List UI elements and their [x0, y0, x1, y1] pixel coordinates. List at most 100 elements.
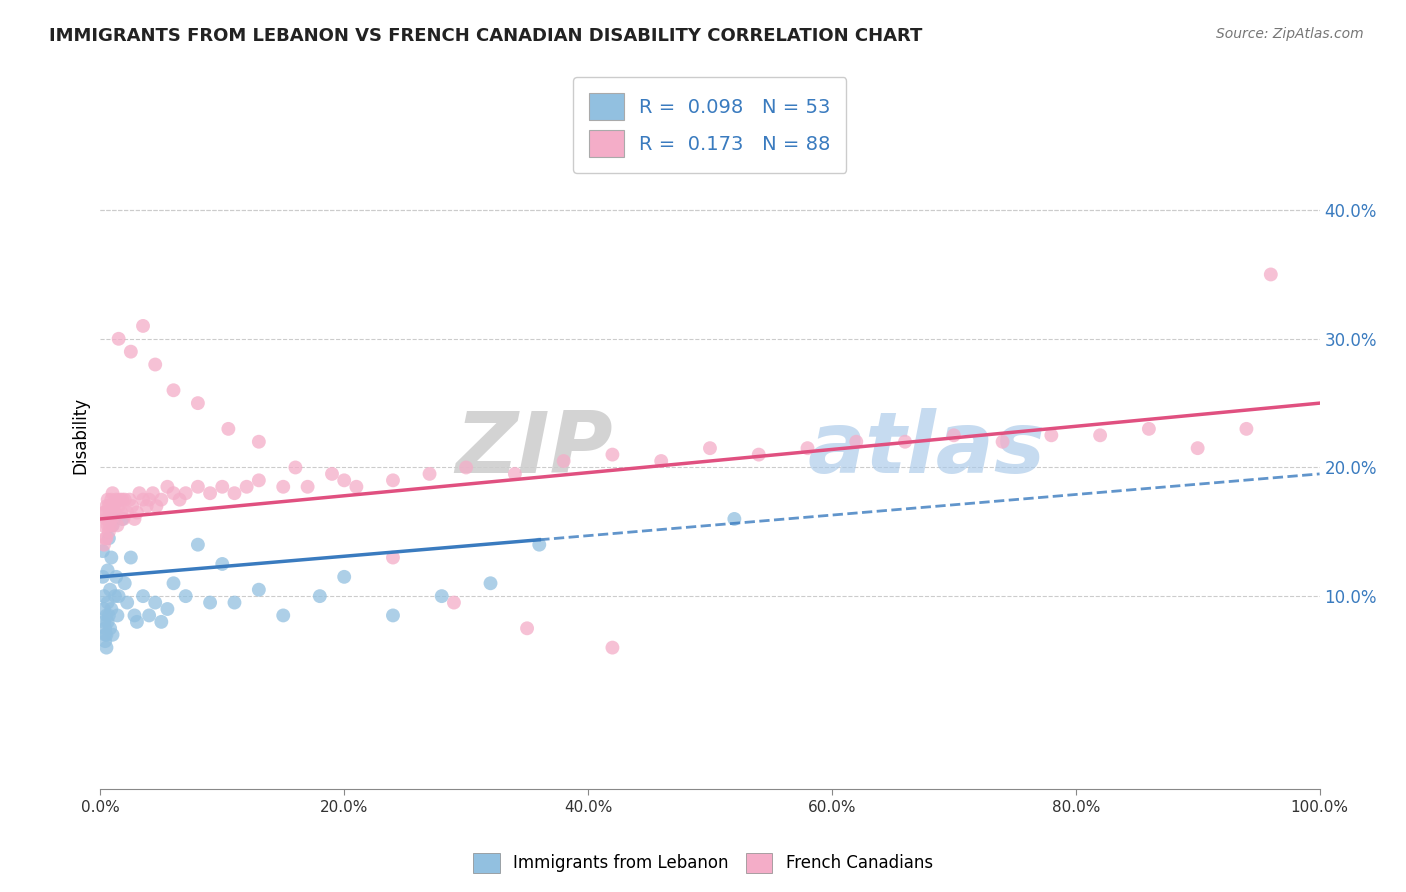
Point [97, 563, 120, 577]
Point [150, 615, 173, 629]
Point [235, 480, 257, 494]
Point [187, 538, 209, 552]
Point [224, 596, 246, 610]
Point [247, 582, 270, 597]
Point [94, 634, 117, 648]
Point [107, 332, 129, 346]
Point [101, 518, 124, 533]
Point [98, 518, 121, 533]
Point [101, 628, 124, 642]
Point [271, 480, 294, 494]
Point [297, 480, 319, 494]
Point [150, 492, 173, 507]
Point [1137, 422, 1160, 436]
Point [217, 422, 239, 436]
Point [96, 531, 118, 545]
Point [115, 506, 138, 520]
Point [103, 512, 125, 526]
Point [91, 518, 114, 533]
Point [138, 608, 160, 623]
Point [381, 550, 404, 565]
Point [107, 518, 129, 533]
Point [97, 608, 120, 623]
Text: Source: ZipAtlas.com: Source: ZipAtlas.com [1216, 27, 1364, 41]
Point [114, 576, 136, 591]
Point [845, 434, 868, 449]
Point [333, 473, 356, 487]
Point [132, 492, 155, 507]
Point [1260, 268, 1282, 282]
Point [93, 615, 115, 629]
Point [344, 480, 367, 494]
Point [100, 512, 122, 526]
Point [93, 506, 115, 520]
Point [333, 570, 356, 584]
Point [96, 512, 118, 526]
Point [107, 499, 129, 513]
Point [108, 492, 131, 507]
Point [97, 518, 120, 533]
Point [111, 512, 134, 526]
Point [91, 544, 114, 558]
Point [125, 615, 148, 629]
Point [101, 486, 124, 500]
Point [381, 608, 404, 623]
Point [93, 538, 115, 552]
Point [1187, 441, 1209, 455]
Point [124, 512, 146, 526]
Point [187, 480, 209, 494]
Point [100, 550, 122, 565]
Point [97, 531, 120, 545]
Point [107, 589, 129, 603]
Point [162, 486, 184, 500]
Point [174, 486, 197, 500]
Text: IMMIGRANTS FROM LEBANON VS FRENCH CANADIAN DISABILITY CORRELATION CHART: IMMIGRANTS FROM LEBANON VS FRENCH CANADI… [49, 27, 922, 45]
Point [650, 454, 672, 468]
Point [97, 492, 120, 507]
Point [381, 473, 404, 487]
Point [162, 576, 184, 591]
Point [284, 460, 307, 475]
Point [96, 499, 118, 513]
Point [96, 628, 118, 642]
Legend: R =  0.098   N = 53, R =  0.173   N = 88: R = 0.098 N = 53, R = 0.173 N = 88 [574, 77, 846, 173]
Point [516, 621, 538, 635]
Point [271, 608, 294, 623]
Point [142, 486, 165, 500]
Point [942, 428, 965, 442]
Point [174, 589, 197, 603]
Point [1040, 428, 1063, 442]
Text: atlas: atlas [807, 408, 1046, 491]
Point [894, 434, 917, 449]
Point [94, 506, 117, 520]
Point [247, 473, 270, 487]
Point [120, 550, 142, 565]
Point [103, 499, 125, 513]
Point [98, 506, 121, 520]
Point [94, 621, 117, 635]
Point [98, 621, 121, 635]
Point [699, 441, 721, 455]
Point [602, 448, 624, 462]
Point [132, 318, 155, 333]
Point [97, 596, 120, 610]
Point [456, 460, 478, 475]
Point [124, 608, 146, 623]
Point [156, 480, 179, 494]
Point [105, 570, 128, 584]
Point [91, 570, 114, 584]
Legend: Immigrants from Lebanon, French Canadians: Immigrants from Lebanon, French Canadian… [467, 847, 939, 880]
Point [503, 467, 526, 481]
Point [224, 486, 246, 500]
Point [114, 492, 136, 507]
Point [723, 512, 745, 526]
Point [145, 499, 167, 513]
Point [94, 628, 117, 642]
Point [419, 467, 441, 481]
Point [143, 358, 166, 372]
Point [132, 589, 155, 603]
Point [98, 582, 121, 597]
Point [138, 492, 160, 507]
Point [211, 557, 233, 571]
Point [143, 596, 166, 610]
